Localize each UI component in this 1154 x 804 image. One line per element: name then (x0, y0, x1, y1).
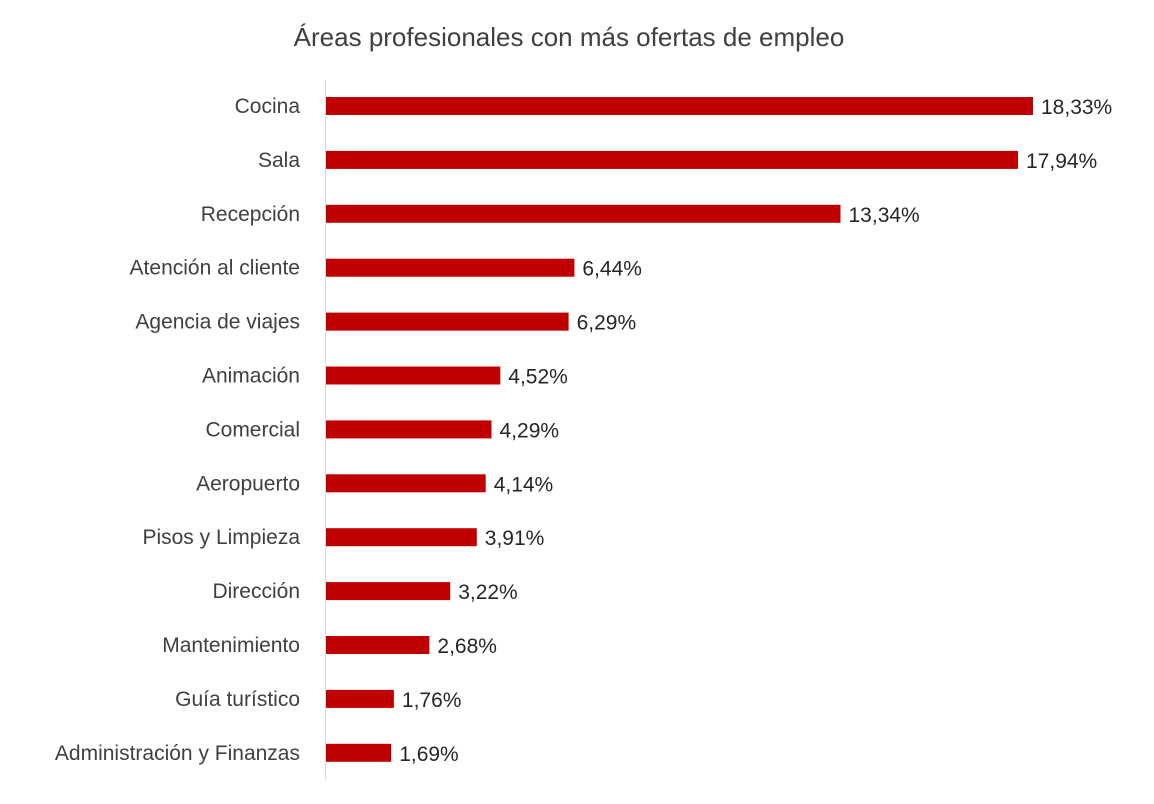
value-label-12: 1,69% (399, 743, 459, 766)
bar-0 (326, 97, 1033, 115)
category-label-9: Dirección (212, 580, 300, 603)
value-label-0: 18,33% (1041, 96, 1112, 119)
category-label-12: Administración y Finanzas (55, 742, 300, 765)
bar-11 (326, 689, 394, 708)
bars-group (326, 97, 1033, 762)
bar-2 (326, 204, 841, 223)
bar-10 (326, 636, 430, 654)
category-label-0: Cocina (235, 95, 301, 118)
category-labels: Cocina Sala Recepción Atención al cliente Ag… (55, 95, 300, 765)
value-label-6: 4,29% (500, 419, 560, 442)
value-label-9: 3,22% (458, 581, 518, 604)
bar-4 (326, 312, 569, 331)
value-label-1: 17,94% (1026, 150, 1097, 173)
category-label-6: Comercial (205, 418, 300, 441)
category-label-2: Recepción (201, 203, 300, 226)
category-label-4: Agencia de viajes (135, 311, 300, 334)
category-label-11: Guía turístico (175, 688, 300, 711)
bar-1 (326, 150, 1018, 169)
bar-8 (326, 528, 477, 547)
category-label-10: Mantenimiento (162, 634, 300, 657)
value-label-5: 4,52% (508, 366, 568, 389)
value-label-3: 6,44% (582, 258, 642, 281)
value-label-11: 1,76% (402, 689, 462, 712)
value-labels: 18,33% 17,94% 13,34% 6,44% 6,29% 4,52% 4,29% 4,… (399, 96, 1112, 766)
value-label-10: 2,68% (437, 635, 497, 658)
chart-title: Áreas profesionales con más ofertas de e… (294, 22, 845, 52)
value-label-8: 3,91% (485, 527, 545, 550)
bar-9 (326, 582, 451, 601)
category-label-3: Atención al cliente (130, 257, 300, 280)
bar-12 (326, 743, 392, 762)
category-label-8: Pisos y Limpieza (142, 526, 300, 549)
value-label-4: 6,29% (577, 312, 637, 335)
category-label-5: Animación (202, 365, 300, 388)
value-label-7: 4,14% (494, 473, 554, 496)
bar-5 (326, 366, 501, 385)
bar-7 (326, 474, 486, 493)
category-label-7: Aeropuerto (196, 472, 300, 495)
bar-6 (326, 420, 492, 439)
category-label-1: Sala (258, 149, 300, 172)
bar-3 (326, 258, 575, 277)
value-label-2: 13,34% (849, 204, 920, 227)
